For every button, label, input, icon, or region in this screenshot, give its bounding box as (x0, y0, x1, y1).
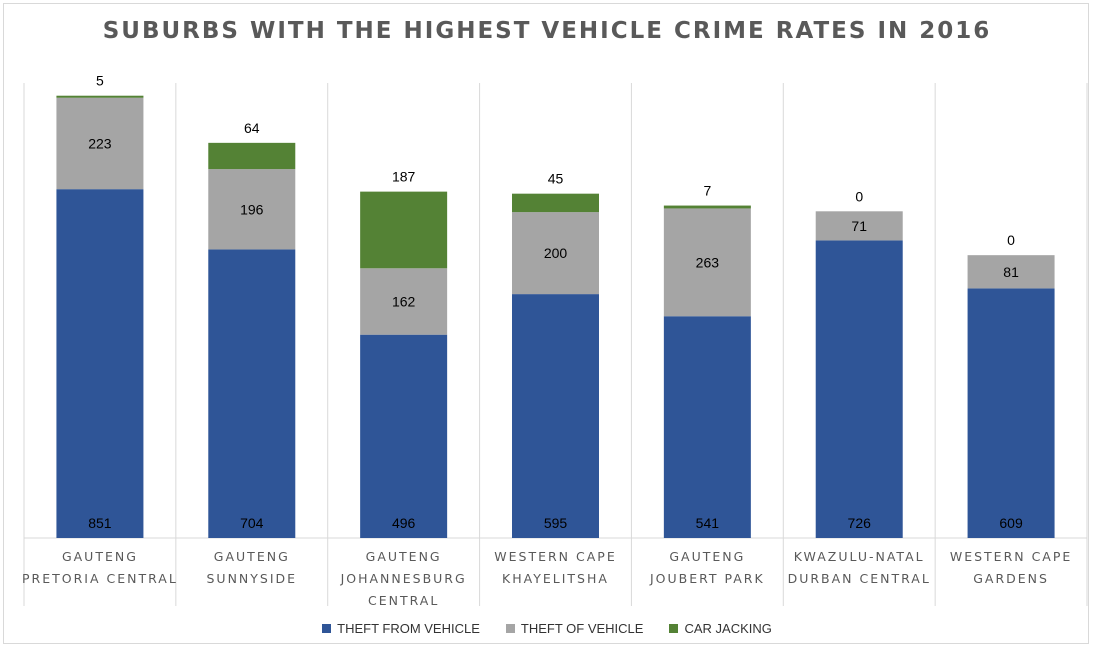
bar-segment (512, 294, 599, 538)
data-label: 0 (1007, 232, 1015, 248)
legend-swatch (669, 624, 679, 633)
data-label: 45 (548, 171, 564, 187)
category-tick-label: KHAYELITSHA (502, 571, 609, 586)
category-tick-label: WESTERN CAPE (950, 549, 1072, 564)
bar-segment (967, 288, 1055, 538)
data-label: 704 (240, 515, 264, 531)
data-label: 263 (696, 254, 720, 270)
category-tick-label: DURBAN CENTRAL (788, 571, 931, 586)
category-tick-label: GAUTENG (669, 549, 745, 564)
category-tick-label: SUNNYSIDE (206, 571, 297, 586)
category-tick-label: GARDENS (973, 571, 1049, 586)
data-label: 64 (244, 120, 260, 136)
bar-segment (512, 193, 599, 213)
category-tick-label: WESTERN CAPE (494, 549, 616, 564)
bar-segment (360, 191, 448, 269)
data-label: 223 (88, 135, 112, 151)
bar-segment (56, 189, 144, 538)
legend-item: CAR JACKING (669, 621, 772, 636)
category-tick-label: KWAZULU-NATAL (794, 549, 925, 564)
data-label: 726 (848, 515, 872, 531)
bar-segment (208, 169, 296, 250)
bar-segment (208, 142, 296, 170)
legend-label: THEFT FROM VEHICLE (337, 621, 480, 636)
data-label: 496 (392, 515, 416, 531)
bar-segment (663, 316, 751, 538)
data-label: 196 (240, 201, 264, 217)
data-label: 5 (96, 73, 104, 89)
bar-segment (815, 211, 903, 241)
legend-label: THEFT OF VEHICLE (520, 621, 644, 636)
category-tick-label: GAUTENG (214, 549, 290, 564)
category-tick-label: GAUTENG (366, 549, 442, 564)
legend-swatch (322, 624, 332, 633)
bar-segment (360, 268, 448, 335)
legend-item: THEFT FROM VEHICLE (322, 621, 480, 636)
legend-item: THEFT OF VEHICLE (505, 621, 644, 636)
bar-segment (512, 212, 599, 295)
data-label: 595 (544, 515, 568, 531)
data-label: 162 (392, 293, 416, 309)
category-tick-label: CENTRAL (368, 593, 439, 608)
category-tick-label: GAUTENG (62, 549, 138, 564)
data-label: 71 (851, 218, 867, 234)
chart-legend: THEFT FROM VEHICLE THEFT OF VEHICLE CAR JA… (0, 621, 1094, 636)
bar-segment (663, 208, 751, 317)
bar-segment (208, 249, 296, 539)
data-label: 851 (88, 515, 112, 531)
data-label: 200 (544, 245, 568, 261)
data-label: 187 (392, 169, 416, 185)
data-label: 541 (696, 515, 720, 531)
bar-segment (56, 97, 144, 190)
category-tick-label: PRETORIA CENTRAL (22, 571, 178, 586)
data-label: 7 (703, 183, 711, 199)
bar-segment (815, 240, 903, 539)
bar-segment (56, 95, 144, 98)
bar-segment (360, 334, 448, 538)
category-tick-label: JOHANNESBURG (340, 571, 467, 586)
bar-segment (663, 205, 751, 209)
bar-segment (967, 255, 1055, 289)
data-label: 0 (855, 188, 863, 204)
category-tick-label: JOUBERT PARK (649, 571, 765, 586)
legend-swatch (505, 624, 515, 633)
legend-label: CAR JACKING (684, 621, 772, 636)
chart-title: SUBURBS WITH THE HIGHEST VEHICLE CRIME R… (102, 18, 992, 44)
data-label: 81 (1003, 264, 1019, 280)
data-label: 609 (999, 515, 1023, 531)
